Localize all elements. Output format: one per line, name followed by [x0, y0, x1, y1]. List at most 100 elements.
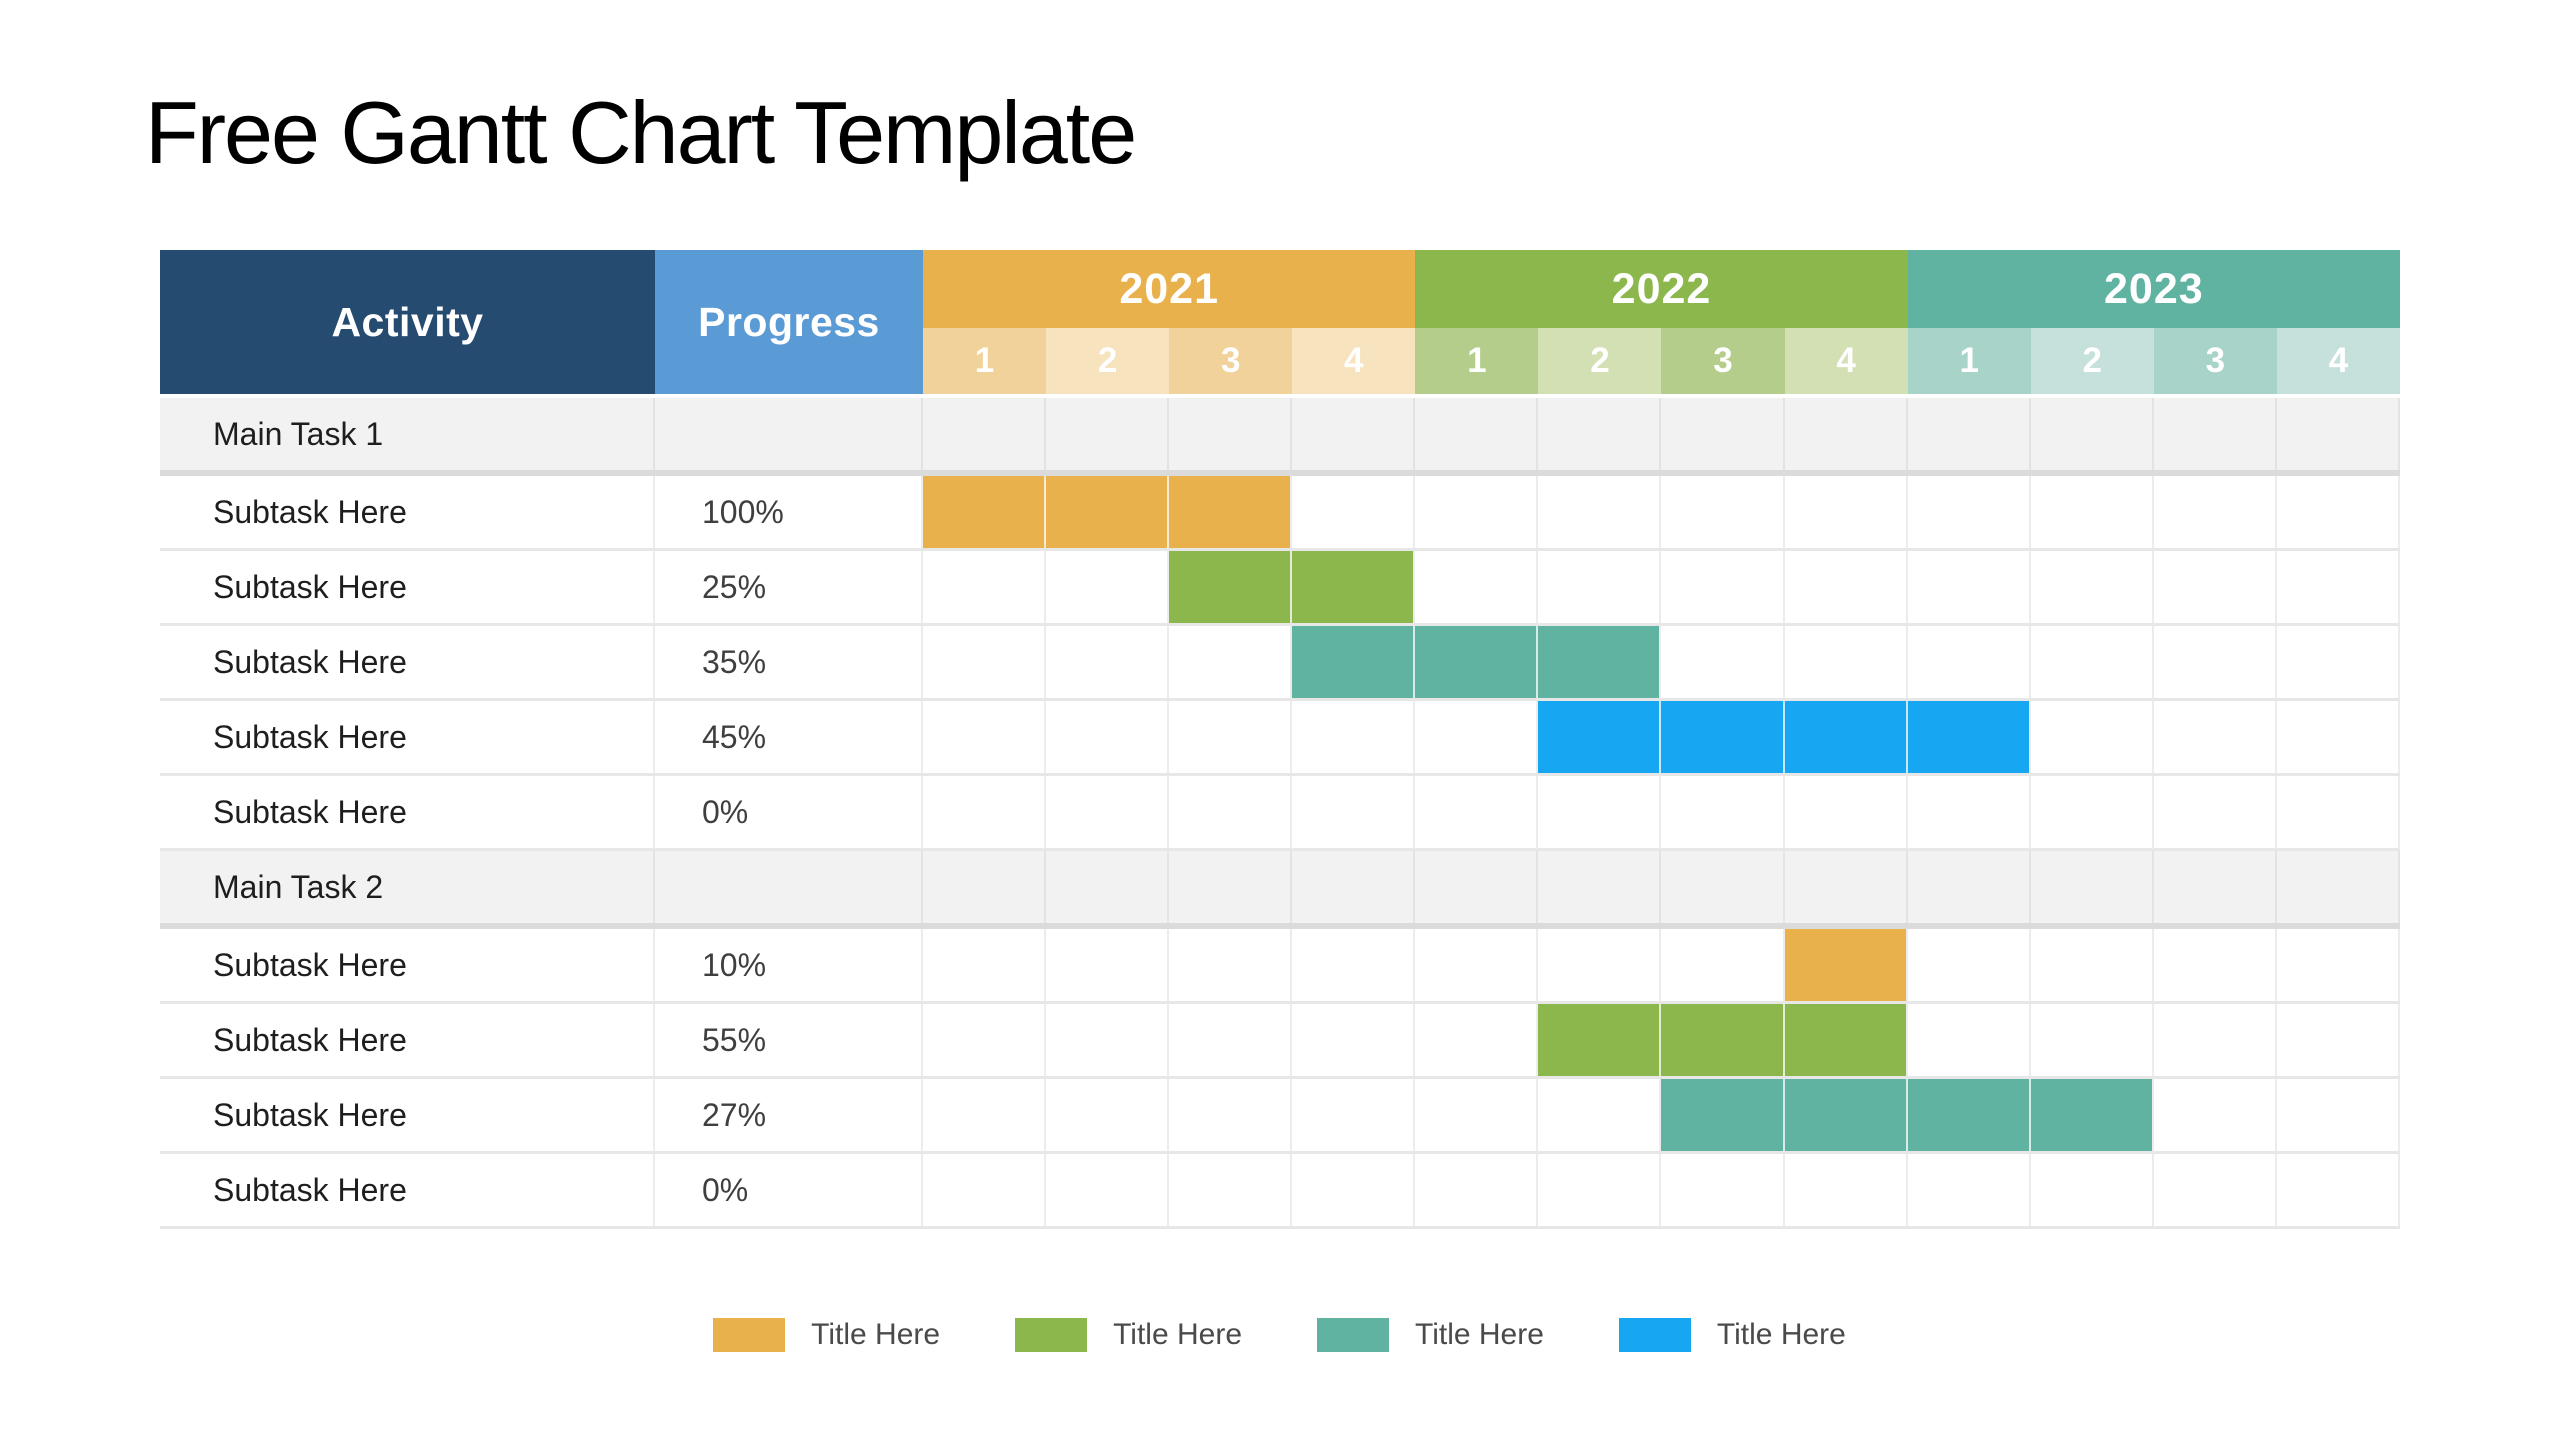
- quarter-cell: [1292, 701, 1416, 773]
- timeline-cells: [923, 776, 2400, 848]
- quarter-cell: [923, 776, 1047, 848]
- activity-cell: Main Task 2: [160, 851, 655, 923]
- subtask-row: Subtask Here 25%: [160, 548, 2400, 623]
- quarter-cell: [1046, 1079, 1170, 1151]
- timeline-cells: [923, 398, 2400, 470]
- timeline-cells: [923, 701, 2400, 773]
- quarter-cell: [1292, 929, 1416, 1001]
- quarter-cell: [1169, 1004, 1293, 1076]
- activity-cell: Subtask Here: [160, 626, 655, 698]
- quarter-cell: [2031, 626, 2154, 698]
- quarter-cell: [1538, 776, 1662, 848]
- quarter-cell: [2154, 626, 2277, 698]
- quarter-header-cell: 1: [923, 328, 1047, 394]
- quarter-cell: [1661, 1154, 1785, 1226]
- table-header-row: Activity Progress 2021 1 2 3 4 2022 1 2 3 4 2023 1 2…: [160, 250, 2400, 394]
- gantt-chart-table: Activity Progress 2021 1 2 3 4 2022 1 2 3 4 2023 1 2…: [160, 250, 2400, 1229]
- activity-cell: Subtask Here: [160, 929, 655, 1001]
- page-title: Free Gantt Chart Template: [145, 83, 1137, 182]
- gantt-bar-cell: [1784, 929, 1908, 1001]
- legend-swatch: [1618, 1318, 1691, 1352]
- progress-cell: 25%: [655, 551, 923, 623]
- quarter-cell: [1292, 1154, 1416, 1226]
- quarter-cell: [1415, 551, 1539, 623]
- quarter-cell: [1292, 476, 1416, 548]
- gantt-bar-cell: [1661, 1004, 1785, 1076]
- quarter-cell: [1908, 551, 2031, 623]
- main-task-row: Main Task 1: [160, 398, 2400, 470]
- quarter-cell: [2277, 1004, 2400, 1076]
- progress-cell: [655, 851, 923, 923]
- quarter-cell: [2031, 1154, 2154, 1226]
- activity-cell: Main Task 1: [160, 398, 655, 470]
- quarter-cell: [923, 626, 1047, 698]
- quarter-cell: [1785, 1154, 1908, 1226]
- quarter-cell: [923, 851, 1047, 923]
- gantt-bar-cell: [1292, 551, 1416, 623]
- activity-cell: Subtask Here: [160, 701, 655, 773]
- quarter-cell: [1785, 551, 1908, 623]
- quarter-cell: [1538, 1154, 1662, 1226]
- quarter-cell: [1538, 398, 1662, 470]
- quarter-cell: [2154, 929, 2277, 1001]
- quarter-cell: [1046, 551, 1170, 623]
- timeline-cells: [923, 551, 2400, 623]
- quarter-cell: [1169, 626, 1293, 698]
- gantt-bar-cell: [1784, 701, 1908, 773]
- timeline-cells: [923, 851, 2400, 923]
- legend-label: Title Here: [811, 1318, 941, 1351]
- gantt-bar-cell: [2030, 1079, 2154, 1151]
- quarter-cell: [1908, 1004, 2031, 1076]
- timeline-cells: [923, 1079, 2400, 1151]
- quarter-cell: [2154, 851, 2277, 923]
- timeline-cells: [923, 1004, 2400, 1076]
- activity-cell: Subtask Here: [160, 1154, 655, 1226]
- quarter-cell: [1415, 1079, 1539, 1151]
- quarter-header-cell: 4: [1784, 328, 1908, 394]
- progress-cell: 35%: [655, 626, 923, 698]
- quarter-cell: [2031, 476, 2154, 548]
- gantt-bar-cell: [923, 476, 1047, 548]
- quarter-cell: [2154, 398, 2277, 470]
- progress-cell: 10%: [655, 929, 923, 1001]
- subtask-row: Subtask Here 35%: [160, 623, 2400, 698]
- progress-column-header: Progress: [655, 250, 923, 394]
- quarter-cell: [2277, 1154, 2400, 1226]
- quarter-cell: [1661, 551, 1785, 623]
- quarter-header-cell: 3: [1661, 328, 1785, 394]
- legend-swatch: [1015, 1318, 1088, 1352]
- quarter-cell: [1785, 851, 1908, 923]
- subtask-row: Subtask Here 27%: [160, 1076, 2400, 1151]
- quarter-cell: [1908, 776, 2031, 848]
- quarter-cell: [2031, 929, 2154, 1001]
- quarter-cell: [1292, 776, 1416, 848]
- gantt-bar-cell: [1784, 1004, 1908, 1076]
- quarter-cell: [2154, 476, 2277, 548]
- legend-label: Title Here: [1113, 1318, 1242, 1351]
- year-group-2021: 2021 1 2 3 4: [923, 250, 1416, 394]
- gantt-bar-cell: [1292, 626, 1416, 698]
- quarter-cell: [1908, 1154, 2031, 1226]
- quarter-cell: [923, 701, 1047, 773]
- quarter-cell: [2277, 929, 2400, 1001]
- quarter-cell: [1415, 398, 1539, 470]
- quarter-cell: [2154, 701, 2277, 773]
- quarter-cell: [1046, 929, 1170, 1001]
- quarter-cell: [923, 398, 1047, 470]
- legend-swatch: [713, 1318, 786, 1352]
- quarter-cell: [1415, 701, 1539, 773]
- quarter-cell: [2031, 776, 2154, 848]
- year-label: 2021: [923, 250, 1416, 328]
- quarter-cell: [1538, 476, 1662, 548]
- quarter-cell: [1661, 851, 1785, 923]
- quarter-cell: [2154, 1154, 2277, 1226]
- progress-cell: 0%: [655, 1154, 923, 1226]
- quarter-cell: [1415, 476, 1539, 548]
- quarter-cell: [1538, 929, 1662, 1001]
- activity-cell: Subtask Here: [160, 1079, 655, 1151]
- quarter-cell: [1538, 551, 1662, 623]
- legend: Title Here Title Here Title Here Title Here: [0, 1318, 2559, 1352]
- quarter-header-cell: 3: [2153, 328, 2277, 394]
